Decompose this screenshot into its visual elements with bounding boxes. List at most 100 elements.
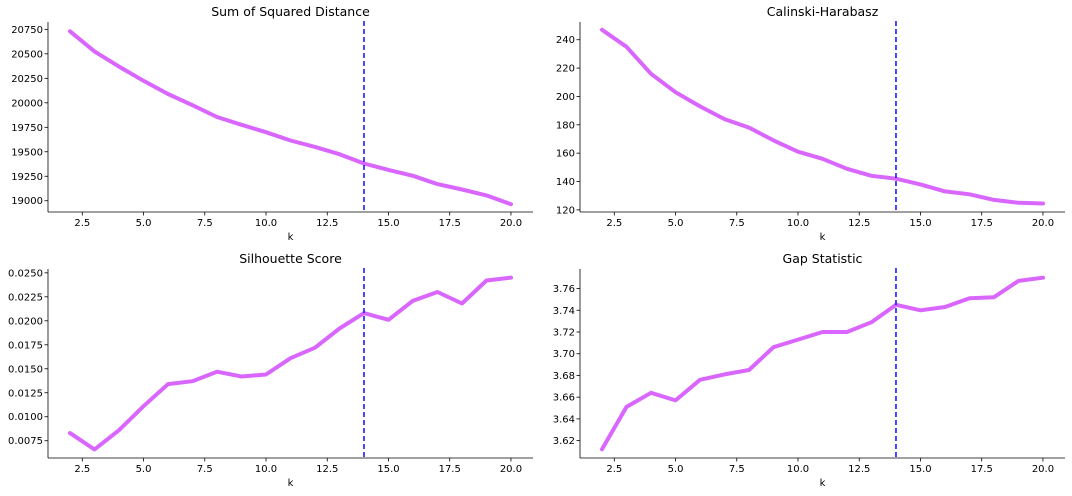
x-tick-label: 15.0 (377, 464, 399, 475)
y-tick-label: 3.74 (553, 306, 575, 317)
x-tick-label: 10.0 (255, 218, 277, 229)
y-tick-label: 3.62 (553, 436, 575, 447)
y-tick-label: 3.70 (553, 349, 575, 360)
data-point (436, 182, 440, 186)
data-point (747, 126, 751, 130)
x-tick-label: 10.0 (787, 218, 809, 229)
data-point (649, 391, 653, 395)
x-axis-label: k (288, 232, 294, 243)
y-tick-label: 200 (556, 92, 575, 103)
x-tick-label: 7.5 (729, 464, 745, 475)
data-point (919, 308, 923, 312)
x-tick-label: 20.0 (1032, 464, 1054, 475)
data-point (821, 330, 825, 334)
data-point (191, 103, 195, 107)
y-tick-label: 0.0150 (8, 364, 43, 375)
x-tick-label: 2.5 (74, 464, 90, 475)
data-point (968, 296, 972, 300)
y-tick-label: 0.0125 (8, 388, 43, 399)
data-point (649, 72, 653, 76)
data-point (93, 49, 97, 53)
data-point (943, 305, 947, 309)
x-tick-label: 17.5 (439, 464, 461, 475)
y-tick-label: 160 (556, 149, 575, 160)
x-tick-label: 10.0 (255, 464, 277, 475)
x-axis-label: k (288, 478, 294, 489)
y-tick-label: 0.0075 (8, 436, 43, 447)
x-tick-label: 15.0 (377, 218, 399, 229)
data-point (166, 382, 170, 386)
panel-sum-of-squared-distance: Sum of Squared Distance k 2.5 5.0 7.5 10.0 1… (11, 4, 533, 243)
data-point (362, 162, 366, 166)
x-tick-label: 15.0 (909, 464, 931, 475)
data-point (919, 182, 923, 186)
data-point (1017, 201, 1021, 205)
x-tick-label: 2.5 (606, 464, 622, 475)
data-point (845, 167, 849, 171)
data-point (289, 139, 293, 143)
x-tick-label: 17.5 (971, 464, 993, 475)
x-tick-label: 5.0 (668, 464, 684, 475)
y-tick-label: 20750 (11, 25, 43, 36)
series-line (68, 275, 513, 452)
x-tick-label: 15.0 (909, 218, 931, 229)
data-point (289, 356, 293, 360)
data-point (436, 290, 440, 294)
data-point (698, 378, 702, 382)
x-tick-label: 5.0 (668, 218, 684, 229)
data-point (625, 405, 629, 409)
data-point (313, 145, 317, 149)
data-point (93, 447, 97, 451)
data-point (796, 150, 800, 154)
y-tick-label: 0.0225 (8, 292, 43, 303)
data-point (142, 79, 146, 83)
y-tick-label: 19250 (11, 172, 43, 183)
y-tick-label: 0.0200 (8, 316, 43, 327)
panel-silhouette-score: Silhouette Score k 2.5 5.0 7.5 10.0 12.5 15.0… (8, 251, 533, 489)
data-point (166, 92, 170, 96)
data-point (600, 28, 604, 32)
y-tick-label: 0.0175 (8, 340, 43, 351)
data-point (1017, 279, 1021, 283)
y-tick-label: 19500 (11, 147, 43, 158)
data-point (600, 447, 604, 451)
panel-calinski-harabasz: Calinski-Harabasz k 2.5 5.0 7.5 10.0 12.5 15.… (556, 4, 1065, 243)
series-line (600, 275, 1045, 452)
data-point (387, 168, 391, 172)
data-point (485, 193, 489, 197)
x-tick-label: 12.5 (316, 464, 338, 475)
x-tick-label: 7.5 (197, 464, 213, 475)
data-point (411, 299, 415, 303)
data-point (240, 123, 244, 127)
chart-title: Silhouette Score (239, 251, 342, 266)
series-line (600, 27, 1045, 206)
data-point (674, 90, 678, 94)
x-tick-label: 7.5 (729, 218, 745, 229)
y-tick-label: 240 (556, 35, 575, 46)
y-tick-label: 140 (556, 177, 575, 188)
x-tick-label: 20.0 (1032, 218, 1054, 229)
data-point (240, 375, 244, 379)
y-tick-label: 19000 (11, 196, 43, 207)
y-tick-label: 3.72 (553, 328, 575, 339)
x-tick-label: 12.5 (848, 218, 870, 229)
x-tick-label: 2.5 (606, 218, 622, 229)
data-point (772, 138, 776, 142)
x-axis-label: k (820, 478, 826, 489)
data-point (338, 152, 342, 156)
data-point (845, 330, 849, 334)
data-point (821, 157, 825, 161)
data-point (723, 117, 727, 121)
x-tick-label: 10.0 (787, 464, 809, 475)
y-tick-label: 19750 (11, 123, 43, 134)
data-point (215, 115, 219, 119)
x-tick-label: 20.0 (500, 218, 522, 229)
data-point (117, 428, 121, 432)
data-point (485, 279, 489, 283)
x-axis-label: k (820, 232, 826, 243)
y-tick-label: 3.68 (553, 371, 575, 382)
y-tick-label: 20000 (11, 98, 43, 109)
data-point (387, 318, 391, 322)
data-point (1041, 202, 1045, 206)
